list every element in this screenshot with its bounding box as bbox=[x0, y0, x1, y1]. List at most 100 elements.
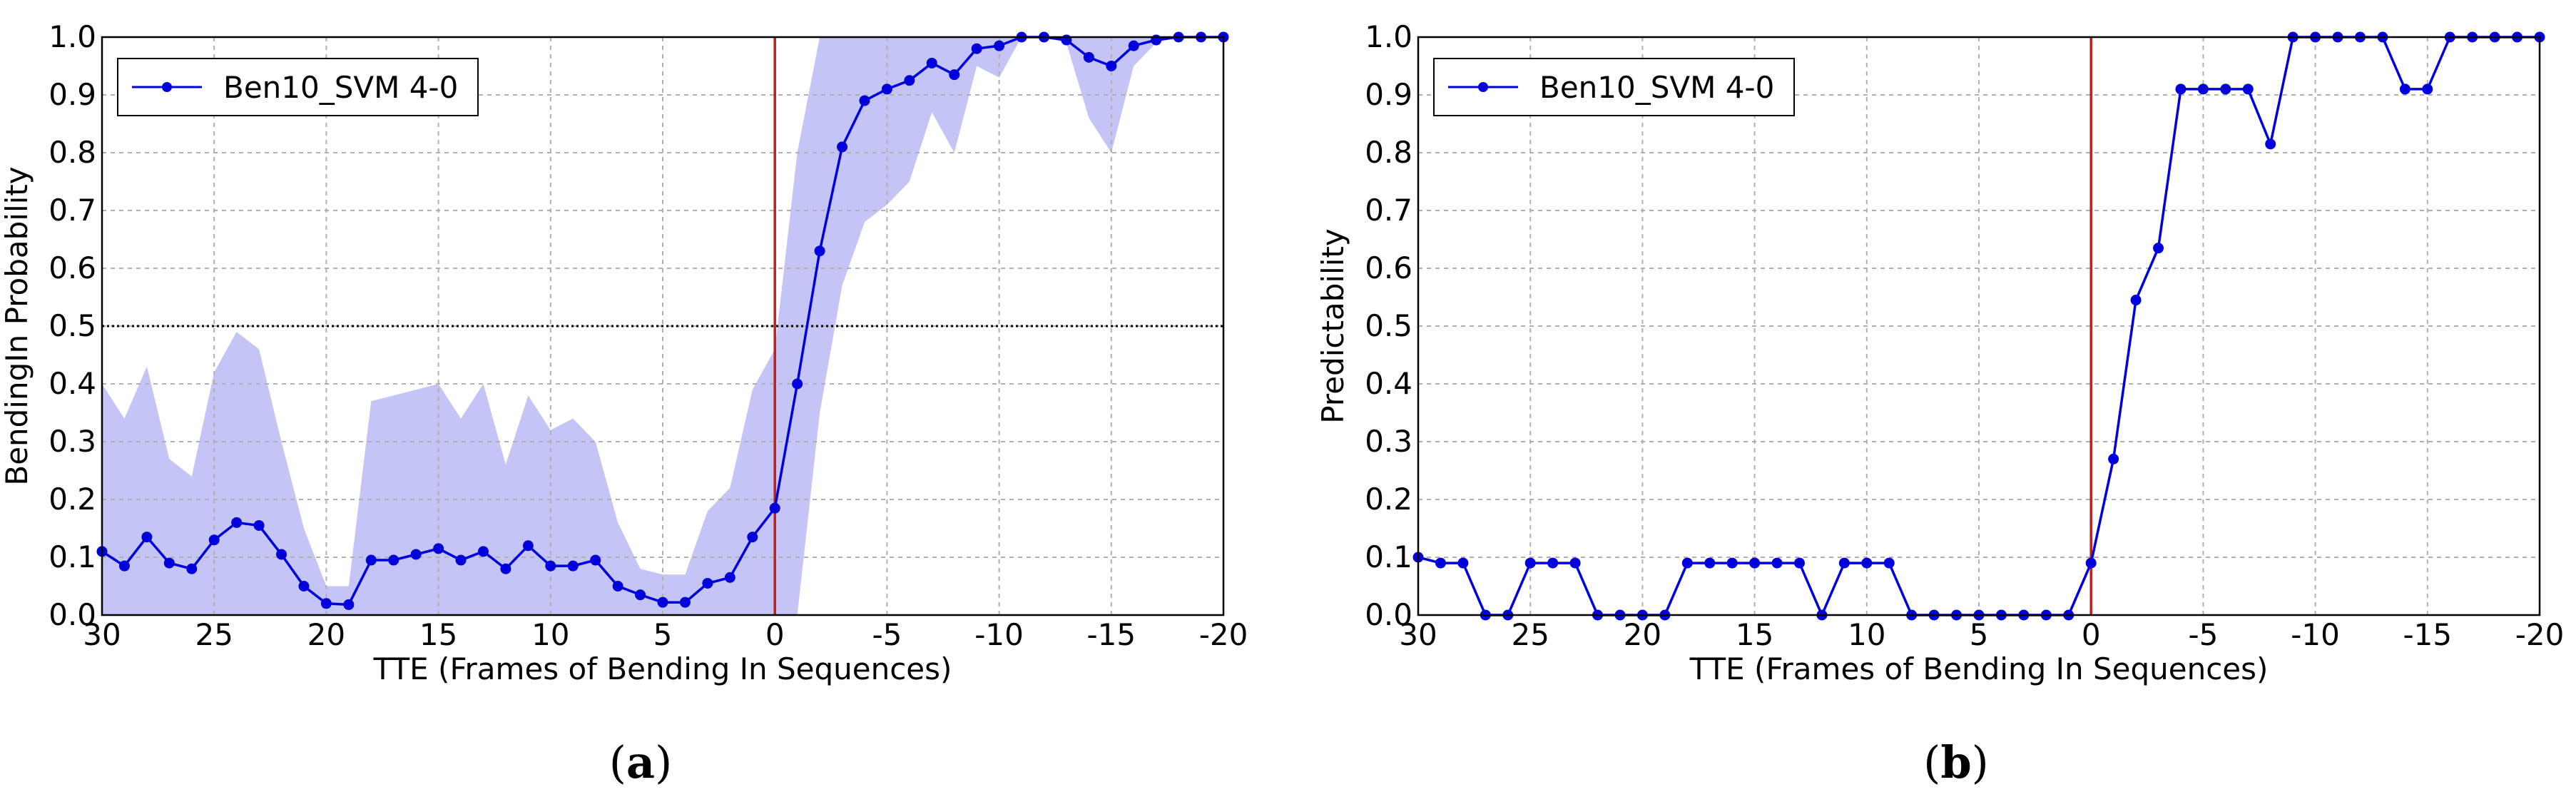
y-tick-label: 0.8 bbox=[1365, 135, 1412, 170]
data-point bbox=[2242, 83, 2254, 95]
data-point bbox=[635, 589, 646, 601]
y-tick-label: 0.9 bbox=[1365, 77, 1412, 112]
y-tick-label: 0.1 bbox=[49, 539, 96, 574]
y-tick-label: 0.2 bbox=[1365, 482, 1412, 517]
data-point bbox=[926, 57, 937, 68]
grid-layer bbox=[1417, 36, 2540, 616]
data-point bbox=[949, 69, 960, 81]
confidence-band bbox=[102, 37, 1223, 615]
y-tick-label: 0.9 bbox=[49, 77, 96, 112]
data-point bbox=[186, 563, 198, 574]
x-tick-label: 0 bbox=[2082, 617, 2101, 652]
data-point bbox=[904, 75, 915, 86]
data-point bbox=[455, 554, 467, 566]
data-point bbox=[320, 598, 332, 609]
data-point bbox=[1524, 557, 1536, 569]
data-point bbox=[2220, 83, 2231, 95]
x-axis-label: TTE (Frames of Bending In Sequences) bbox=[373, 651, 952, 686]
data-point bbox=[2108, 453, 2119, 465]
data-point bbox=[1749, 557, 1761, 569]
x-tick-label: 20 bbox=[1624, 617, 1661, 652]
y-tick-label: 0.7 bbox=[49, 193, 96, 228]
data-point bbox=[2175, 83, 2186, 95]
y-tick-label: 0.5 bbox=[1365, 308, 1412, 343]
y-tick-label: 0.4 bbox=[1365, 366, 1412, 401]
data-point bbox=[1435, 557, 1446, 569]
y-tick-label: 0.6 bbox=[49, 250, 96, 285]
data-point bbox=[2153, 243, 2164, 254]
x-tick-label: 5 bbox=[1970, 617, 1989, 652]
data-point bbox=[1457, 557, 1469, 569]
data-point bbox=[881, 83, 892, 95]
x-tick-label: -5 bbox=[872, 617, 902, 652]
x-tick-label: 15 bbox=[419, 617, 457, 652]
data-point bbox=[118, 560, 130, 572]
data-point bbox=[2422, 83, 2433, 95]
data-point bbox=[410, 549, 422, 560]
data-point bbox=[2265, 138, 2276, 150]
data-point bbox=[792, 378, 803, 390]
data-point bbox=[365, 554, 377, 566]
reference-lines-layer bbox=[102, 37, 1223, 615]
y-tick-label: 0.8 bbox=[49, 135, 96, 170]
x-tick-label: -10 bbox=[974, 617, 1024, 652]
x-axis-label: TTE (Frames of Bending In Sequences) bbox=[1689, 651, 2269, 686]
tick-labels-layer: 30 25 20 15 10 5 0 -5 -10 -15 -20 0.0 0.1 0.2 0.3 0.4 0.… bbox=[1365, 19, 2564, 652]
data-point bbox=[433, 543, 444, 554]
data-point bbox=[1883, 557, 1895, 569]
x-tick-label: 10 bbox=[1848, 617, 1885, 652]
plot-frame bbox=[1417, 36, 2541, 616]
data-point bbox=[1083, 51, 1094, 63]
x-tick-label: -20 bbox=[2515, 617, 2565, 652]
y-tick-label: 1.0 bbox=[49, 19, 96, 54]
data-point bbox=[253, 519, 265, 531]
legend-series-name: Ben10_SVM 4-0 bbox=[1539, 70, 1774, 105]
data-point bbox=[1861, 557, 1873, 569]
data-point bbox=[1771, 557, 1783, 569]
x-tick-label: -20 bbox=[1199, 617, 1248, 652]
x-tick-label: 5 bbox=[653, 617, 673, 652]
data-point bbox=[141, 532, 153, 543]
data-point bbox=[477, 546, 489, 557]
data-point bbox=[724, 572, 735, 583]
data-point bbox=[2399, 83, 2410, 95]
data-point bbox=[769, 502, 780, 514]
data-point bbox=[500, 563, 511, 574]
confidence-band-layer bbox=[102, 37, 1223, 615]
y-tick-label: 0.2 bbox=[49, 482, 96, 517]
data-point bbox=[1128, 40, 1139, 51]
data-point bbox=[545, 560, 556, 572]
data-point bbox=[567, 560, 579, 572]
x-tick-label: 30 bbox=[1399, 617, 1437, 652]
data-point bbox=[298, 581, 310, 592]
y-tick-label: 0.0 bbox=[49, 597, 96, 632]
data-point bbox=[702, 577, 713, 589]
y-tick-label: 0.5 bbox=[49, 308, 96, 343]
x-tick-label: -15 bbox=[1086, 617, 1136, 652]
data-point bbox=[1547, 557, 1559, 569]
x-tick-label: -5 bbox=[2188, 617, 2218, 652]
y-tick-label: 0.1 bbox=[1365, 539, 1412, 574]
data-point bbox=[208, 534, 220, 546]
y-tick-label: 0.0 bbox=[1365, 597, 1412, 632]
y-tick-label: 0.4 bbox=[49, 366, 96, 401]
data-point bbox=[163, 557, 175, 569]
data-point bbox=[679, 597, 691, 608]
data-point bbox=[837, 141, 848, 153]
data-point bbox=[1106, 61, 1117, 71]
data-point bbox=[231, 517, 243, 528]
y-axis-label: Predictability bbox=[1315, 228, 1350, 423]
y-tick-label: 0.3 bbox=[1365, 424, 1412, 459]
tick-labels-layer: 30 25 20 15 10 5 0 -5 -10 -15 -20 0.0 0.1 0.2 0.3 0.4 0.… bbox=[49, 19, 1248, 652]
x-tick-label: 10 bbox=[531, 617, 569, 652]
data-point bbox=[657, 597, 668, 608]
chart-panel-a: 30 25 20 15 10 5 0 -5 -10 -15 -20 0.0 0.1 0.2 0.3 0.4 0.… bbox=[0, 19, 1248, 788]
data-point bbox=[343, 599, 355, 610]
data-point bbox=[276, 549, 287, 560]
data-point bbox=[1838, 557, 1850, 569]
data-point bbox=[1704, 557, 1716, 569]
y-tick-label: 0.7 bbox=[1365, 193, 1412, 228]
panel-caption-a: (a) bbox=[609, 736, 673, 788]
data-point bbox=[814, 245, 825, 257]
